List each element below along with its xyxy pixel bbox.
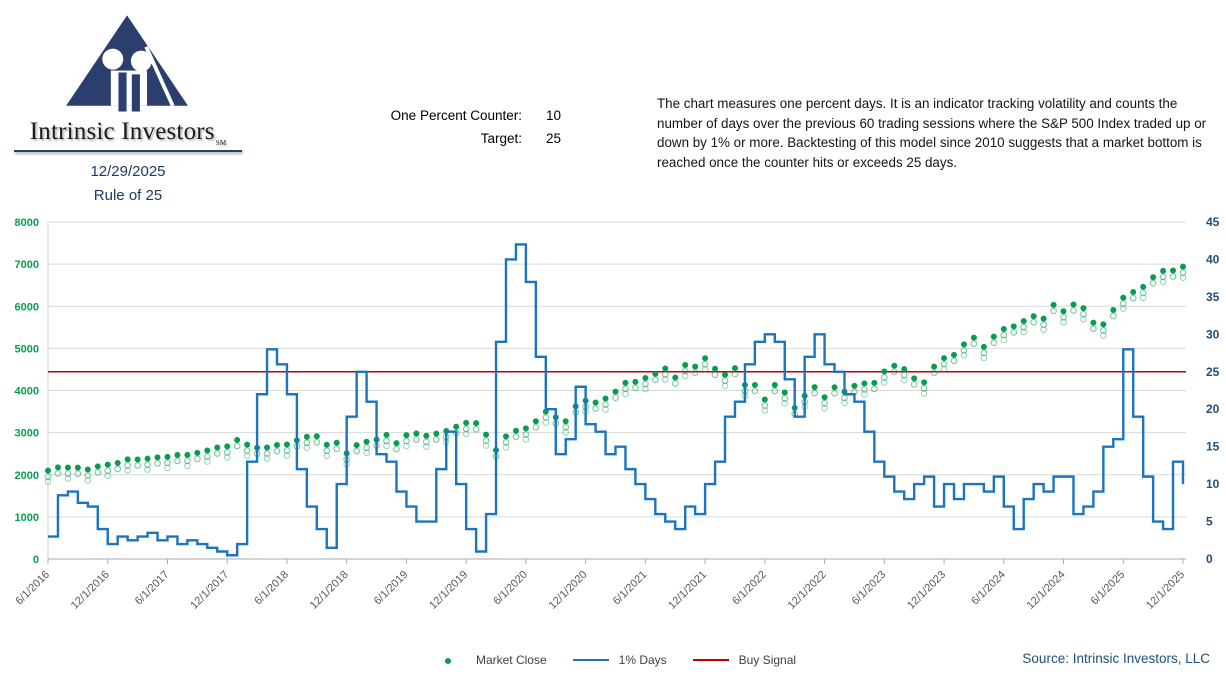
one-percent-days-line [48,243,1185,557]
svg-text:6/1/2022: 6/1/2022 [730,569,769,608]
svg-text:6/1/2023: 6/1/2023 [850,569,889,608]
counter-block: One Percent Counter: 10 Target: 25 [352,108,590,146]
svg-text:20: 20 [1206,402,1220,416]
legend-item-one-percent-days: 1% Days [572,653,667,667]
svg-text:12/1/2022: 12/1/2022 [786,569,829,612]
svg-text:35: 35 [1206,290,1220,304]
svg-text:30: 30 [1206,327,1220,341]
market-close-dot-icon [430,653,466,667]
left-axis-labels: 0 1000 2000 3000 4000 5000 6000 7000 8000 [15,217,39,566]
report-date: 12/29/2025 [90,163,166,180]
chart-description: The chart measures one percent days. It … [657,96,1207,170]
right-axis-labels: 0 5 10 15 20 25 30 35 40 45 [1206,215,1220,566]
svg-text:12/1/2024: 12/1/2024 [1025,569,1068,612]
svg-text:25: 25 [1206,365,1220,379]
svg-text:12/1/2021: 12/1/2021 [666,569,709,612]
svg-text:12/1/2025: 12/1/2025 [1144,569,1187,612]
one-percent-days-chart: 6/1/2016 12/1/2016 6/1/2017 12/1/2017 6/1/20… [13,215,1220,612]
brand-trademark: SM [215,139,227,147]
svg-text:1000: 1000 [15,512,39,524]
svg-text:6/1/2016: 6/1/2016 [13,569,52,608]
intrinsic-investors-logo [66,15,188,112]
gridlines [48,221,1186,518]
svg-text:40: 40 [1206,252,1220,266]
svg-text:5000: 5000 [15,343,39,355]
svg-text:12/1/2018: 12/1/2018 [308,569,351,612]
source-credit: Source: Intrinsic Investors, LLC [1022,651,1210,666]
one-percent-days-line-icon [572,659,609,661]
svg-text:6/1/2021: 6/1/2021 [611,569,650,608]
one-percent-counter-value: 10 [546,108,562,123]
svg-text:4000: 4000 [15,386,39,398]
x-axis-labels: 6/1/2016 12/1/2016 6/1/2017 12/1/2017 6/1/20… [13,559,1187,612]
market-close-series [44,263,1187,485]
legend-label: 1% Days [618,653,667,667]
svg-text:0: 0 [1206,552,1213,566]
svg-text:6/1/2024: 6/1/2024 [969,569,1008,608]
svg-text:6/1/2018: 6/1/2018 [252,569,291,608]
svg-text:12/1/2023: 12/1/2023 [905,569,948,612]
svg-text:7000: 7000 [15,259,39,271]
chart-legend: Market Close 1% Days Buy Signal [0,653,1226,667]
buy-signal-line-icon [692,659,729,661]
svg-text:12/1/2016: 12/1/2016 [69,569,112,612]
svg-text:6/1/2025: 6/1/2025 [1089,569,1128,608]
svg-text:6/1/2017: 6/1/2017 [133,569,172,608]
svg-text:12/1/2019: 12/1/2019 [427,569,470,612]
svg-text:3000: 3000 [15,428,39,440]
one-percent-counter-label: One Percent Counter: [390,108,522,123]
svg-text:6/1/2019: 6/1/2019 [372,569,411,608]
svg-text:12/1/2020: 12/1/2020 [547,569,590,612]
brand-block: Intrinsic InvestorsSM 12/29/2025 Rule of… [14,8,242,204]
legend-item-market-close: Market Close [430,653,547,667]
svg-text:8000: 8000 [15,217,39,229]
svg-text:6/1/2020: 6/1/2020 [491,569,530,608]
svg-text:0: 0 [33,554,39,566]
svg-text:10: 10 [1206,477,1220,491]
svg-text:6000: 6000 [15,301,39,313]
legend-label: Market Close [475,653,547,667]
legend-item-buy-signal: Buy Signal [692,653,797,667]
legend-label: Buy Signal [738,653,797,667]
report-subtitle: Rule of 25 [93,187,163,204]
svg-text:45: 45 [1206,215,1220,229]
target-value: 25 [546,131,562,146]
svg-text:2000: 2000 [15,470,39,482]
brand-name: Intrinsic InvestorsSM [29,118,227,147]
svg-text:15: 15 [1206,440,1220,454]
brand-underline [14,150,242,152]
target-label: Target: [480,131,522,146]
svg-text:12/1/2017: 12/1/2017 [188,569,231,612]
svg-text:5: 5 [1206,515,1213,529]
